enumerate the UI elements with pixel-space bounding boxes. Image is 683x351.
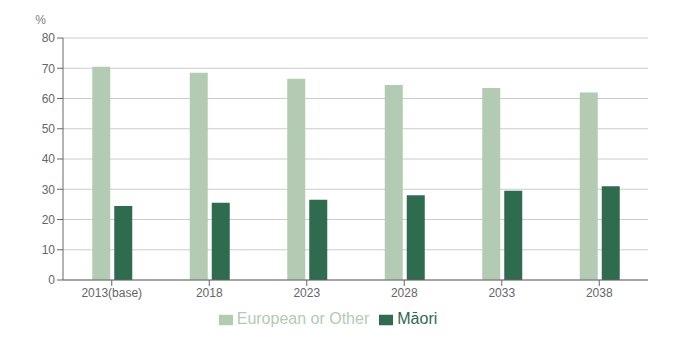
svg-text:70: 70	[42, 62, 56, 76]
svg-text:2023: 2023	[293, 286, 320, 300]
svg-text:0: 0	[48, 273, 55, 287]
svg-text:2013(base): 2013(base)	[81, 286, 142, 300]
svg-text:2038: 2038	[586, 286, 613, 300]
svg-text:30: 30	[42, 183, 56, 197]
svg-text:40: 40	[42, 152, 56, 166]
svg-text:20: 20	[42, 213, 56, 227]
svg-text:50: 50	[42, 122, 56, 136]
svg-text:%: %	[35, 13, 46, 27]
html-text:European or Other: European or Other	[236, 310, 370, 327]
svg-text:60: 60	[42, 92, 56, 106]
svg-text:2018: 2018	[196, 286, 223, 300]
svg-text:80: 80	[42, 31, 56, 45]
html-text:Māori: Māori	[397, 310, 438, 327]
svg-text:2033: 2033	[488, 286, 515, 300]
svg-text:10: 10	[42, 243, 56, 257]
svg-text:2028: 2028	[391, 286, 418, 300]
